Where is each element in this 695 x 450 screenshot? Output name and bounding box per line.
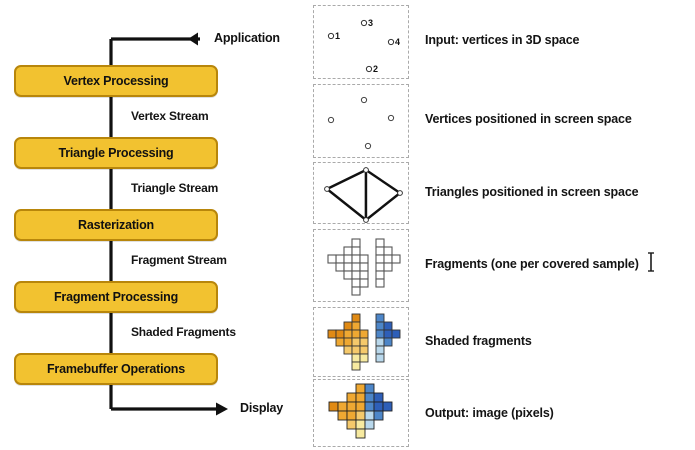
stage-label: Triangle Processing [58,146,174,160]
caption-output-image: Output: image (pixels) [425,406,554,420]
stage-label: Fragment Processing [53,290,178,304]
stage-label: Framebuffer Operations [47,362,185,376]
pipeline-flowchart: Application Vertex Processing Triangle P… [0,0,305,450]
caption-input-vertices-3d: Input: vertices in 3D space [425,33,580,47]
caption-vertices-screen-space: Vertices positioned in screen space [425,112,632,126]
thumb-output-image [313,379,409,447]
thumb-input-vertices-3d: 1 2 3 4 [313,5,409,79]
pipeline-entry-label: Application [214,31,280,45]
stream-label-shaded-fragments: Shaded Fragments [131,325,236,339]
vertices-3d-svg [327,19,395,73]
stage-vertex-processing[interactable]: Vertex Processing [14,65,218,97]
vertices-screen-svg [327,96,395,150]
fragments-grid-svg [327,238,401,296]
stream-label-fragment-stream: Fragment Stream [131,253,227,267]
shaded-fragments-svg [327,313,401,371]
caption-shaded-fragments: Shaded fragments [425,334,532,348]
thumb-vertices-screen-space [313,84,409,158]
stage-framebuffer-operations[interactable]: Framebuffer Operations [14,353,218,385]
triangles-svg [324,167,403,223]
stage-rasterization[interactable]: Rasterization [14,209,218,241]
thumb-shaded-fragments [313,307,409,377]
stage-illustration-panel: 1 2 3 4 Input: vertices in 3D space Vert… [305,0,695,450]
output-pixels-svg [328,383,393,439]
pipeline-exit-label: Display [240,401,284,415]
caption-triangles-screen-space: Triangles positioned in screen space [425,185,639,199]
stage-label: Rasterization [78,218,154,232]
vertex-number-4: 4 [395,37,401,47]
vertex-number-2: 2 [373,64,379,74]
stream-label-triangle-stream: Triangle Stream [131,181,219,195]
pipeline-wires [109,32,228,416]
caption-fragments: Fragments (one per covered sample) [425,257,639,271]
stage-label: Vertex Processing [63,74,169,88]
thumb-triangles-screen-space [313,162,409,224]
stream-label-vertex-stream: Vertex Stream [131,109,209,123]
vertex-number-1: 1 [335,31,341,41]
vertex-number-3: 3 [368,18,374,28]
stage-triangle-processing[interactable]: Triangle Processing [14,137,218,169]
thumb-fragments [313,229,409,302]
stage-fragment-processing[interactable]: Fragment Processing [14,281,218,313]
